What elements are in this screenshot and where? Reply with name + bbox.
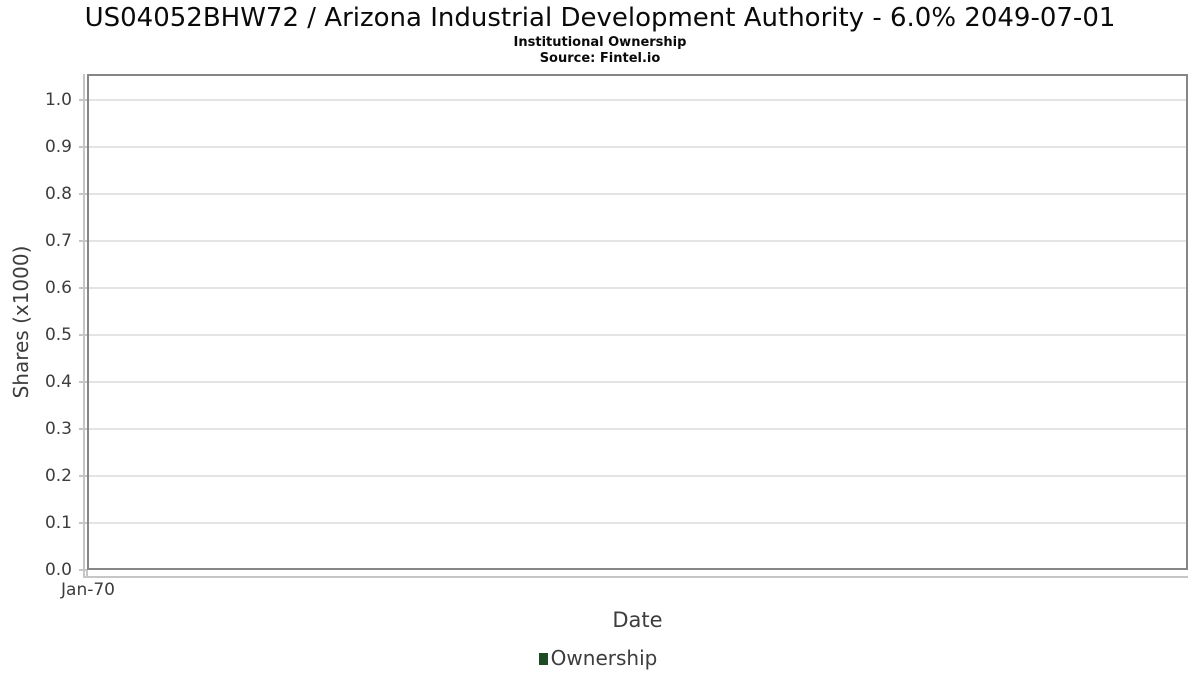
chart-subtitle: Institutional Ownership (513, 35, 687, 50)
chart-source-label: Source: Fintel.io (539, 51, 661, 66)
x-tick-mark-Jan-70 (86, 570, 88, 577)
chart-title: US04052BHW72 / Arizona Industrial Develo… (84, 3, 1116, 33)
y-tick-mark-0.2 (79, 475, 87, 477)
y-tick-label-0.4: 0.4 (44, 372, 72, 392)
x-tick-label-Jan-70: Jan-70 (61, 580, 115, 600)
gridline-0.7 (89, 240, 1186, 242)
plot-area (87, 74, 1188, 570)
y-tick-label-0.6: 0.6 (44, 278, 72, 298)
y-tick-mark-0.3 (79, 428, 87, 430)
gridline-1.0 (89, 99, 1186, 101)
legend-swatch-ownership (538, 653, 548, 665)
gridline-0.4 (89, 381, 1186, 383)
y-tick-mark-0.9 (79, 146, 87, 148)
y-tick-label-0.0: 0.0 (44, 560, 72, 580)
y-tick-label-0.7: 0.7 (44, 231, 72, 251)
y-axis-title: Shares (x1000) (9, 245, 33, 399)
y-tick-mark-0.8 (79, 193, 87, 195)
gridline-0.8 (89, 193, 1186, 195)
y-tick-label-0.9: 0.9 (44, 137, 72, 157)
y-tick-mark-1.0 (79, 99, 87, 101)
x-axis-line (83, 576, 1188, 578)
gridline-0.2 (89, 475, 1186, 477)
legend: Ownership (0, 646, 1196, 670)
y-tick-mark-0.6 (79, 287, 87, 289)
gridline-0.9 (89, 146, 1186, 148)
y-tick-label-0.2: 0.2 (44, 466, 72, 486)
y-tick-mark-0.5 (79, 334, 87, 336)
y-tick-mark-0.0 (79, 569, 87, 571)
y-tick-label-0.8: 0.8 (44, 184, 72, 204)
y-tick-label-1.0: 1.0 (44, 90, 72, 110)
y-tick-mark-0.1 (79, 522, 87, 524)
legend-label-ownership: Ownership (550, 646, 658, 670)
y-tick-mark-0.7 (79, 240, 87, 242)
y-tick-label-0.5: 0.5 (44, 325, 72, 345)
gridline-0.1 (89, 522, 1186, 524)
gridline-0.3 (89, 428, 1186, 430)
gridline-0.5 (89, 334, 1186, 336)
gridline-0.6 (89, 287, 1186, 289)
y-tick-label-0.3: 0.3 (44, 419, 72, 439)
y-tick-label-0.1: 0.1 (44, 513, 72, 533)
y-tick-mark-0.4 (79, 381, 87, 383)
y-axis-line (83, 74, 85, 578)
x-axis-title: Date (612, 608, 663, 632)
